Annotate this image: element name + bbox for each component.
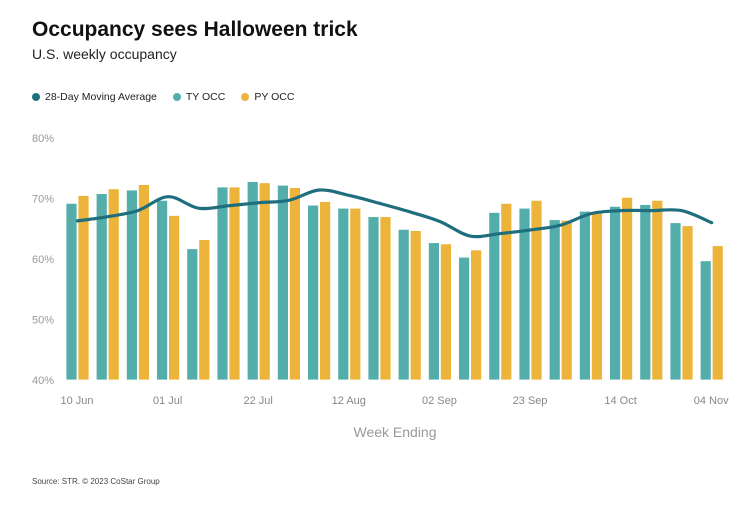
bar-py-8 (319, 201, 332, 381)
x-tick-label: 02 Sep (422, 395, 457, 407)
chart-subtitle: U.S. weekly occupancy (32, 46, 177, 62)
y-tick-label: 60% (32, 254, 54, 266)
y-tick-label: 50% (32, 315, 54, 327)
bar-ty-0 (65, 202, 78, 381)
x-tick-label: 04 Nov (694, 395, 729, 407)
x-tick-label: 12 Aug (332, 395, 366, 407)
bar-py-21 (711, 245, 724, 381)
bar-py-2 (137, 184, 150, 381)
bar-ty-6 (246, 181, 259, 381)
x-axis-title: Week Ending (353, 424, 436, 440)
bar-py-5 (228, 186, 241, 381)
bar-py-6 (258, 182, 271, 381)
bar-py-10 (379, 216, 392, 381)
bar-ty-9 (337, 207, 350, 381)
bar-py-20 (681, 225, 694, 381)
bar-py-13 (470, 249, 483, 381)
bar-ty-21 (699, 260, 712, 381)
bar-ty-11 (397, 228, 410, 381)
y-tick-label: 40% (32, 375, 54, 387)
bar-py-7 (288, 187, 301, 381)
x-tick-label: 22 Jul (244, 395, 273, 407)
bar-ty-7 (276, 184, 289, 381)
bar-ty-14 (488, 212, 501, 381)
bar-py-3 (168, 215, 181, 381)
bar-py-9 (349, 207, 362, 381)
bar-ty-3 (156, 199, 169, 381)
legend-marker-ma (32, 93, 40, 101)
bar-ty-13 (458, 256, 471, 381)
legend-item-ma[interactable]: 28-Day Moving Average (32, 91, 157, 103)
legend-marker-ty (172, 93, 181, 101)
bar-ty-18 (609, 205, 621, 381)
moving-average-line (75, 188, 714, 239)
y-tick-label: 70% (32, 194, 54, 206)
legend-label: TY OCC (185, 91, 226, 103)
bar-ty-8 (307, 204, 320, 381)
bar-py-11 (409, 230, 422, 381)
legend: 28-Day Moving Average TY OCC PY OCC (32, 91, 294, 103)
bar-ty-20 (669, 222, 682, 381)
x-tick-label: 10 Jun (60, 395, 93, 407)
bar-ty-4 (186, 248, 199, 381)
legend-marker-py (241, 93, 250, 101)
bar-py-12 (439, 243, 452, 381)
bar-ty-16 (548, 219, 561, 381)
bar-py-15 (530, 199, 543, 381)
bar-py-1 (107, 188, 120, 381)
x-tick-label: 01 Jul (153, 395, 182, 407)
legend-label: PY OCC (254, 91, 295, 103)
bar-ty-17 (579, 210, 591, 381)
bar-ty-5 (216, 186, 229, 381)
chart-title: Occupancy sees Halloween trick (32, 18, 358, 41)
legend-item-py[interactable]: PY OCC (241, 91, 294, 103)
bar-py-14 (500, 202, 513, 381)
bar-ty-2 (126, 189, 138, 381)
bar-ty-12 (427, 242, 440, 381)
bar-ty-1 (95, 193, 108, 381)
bar-py-0 (77, 195, 90, 381)
bar-ty-19 (639, 204, 652, 381)
bar-ty-10 (367, 216, 380, 381)
y-tick-label: 80% (32, 133, 54, 145)
bar-py-16 (560, 219, 573, 381)
bar-ty-15 (518, 207, 531, 381)
legend-item-ty[interactable]: TY OCC (172, 91, 226, 103)
x-tick-label: 23 Sep (513, 395, 548, 407)
legend-label: 28-Day Moving Average (45, 91, 157, 103)
bar-py-17 (591, 212, 603, 381)
bar-py-19 (651, 199, 664, 381)
source-note: Source: STR. © 2023 CoStar Group (32, 477, 160, 486)
x-tick-label: 14 Oct (604, 395, 636, 407)
bar-py-18 (621, 196, 633, 381)
bar-py-4 (198, 239, 211, 381)
